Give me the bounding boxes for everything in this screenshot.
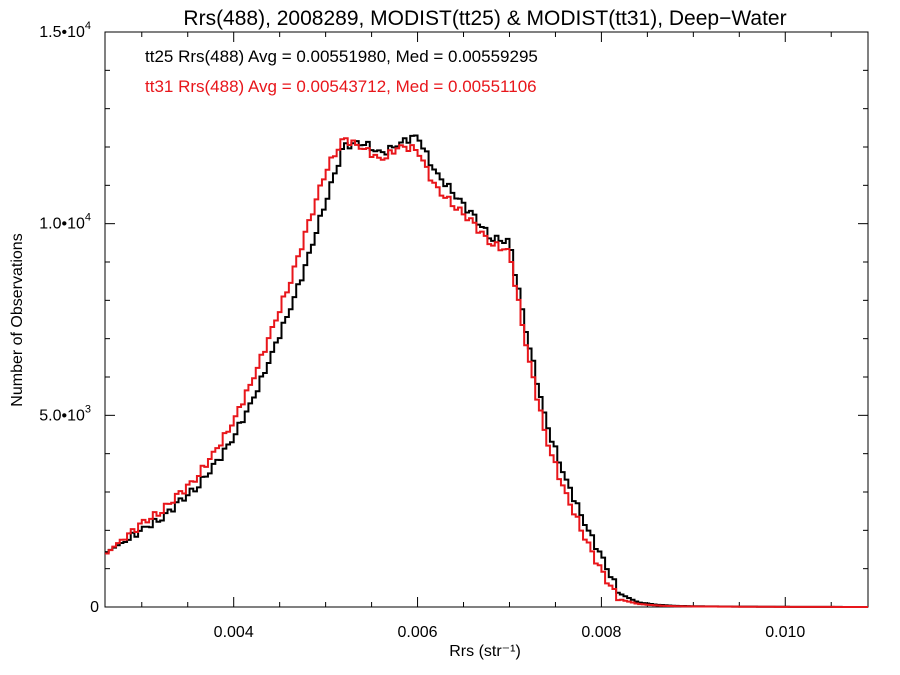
x-tick-label: 0.004 [214,624,254,641]
plot-frame [104,31,869,608]
x-tick-label: 0.006 [398,624,438,641]
plot-border [104,31,869,608]
y-tick-label: 1.5•104 [39,20,91,41]
x-axis-label: Rrs (str⁻¹) [449,643,521,660]
y-tick-label: 1.0•104 [39,212,91,233]
legend: tt25 Rrs(488) Avg = 0.00551980, Med = 0.… [145,47,538,96]
chart-title: Rrs(488), 2008289, MODIST(tt25) & MODIST… [183,7,786,30]
series-line-tt25 [105,134,868,608]
x-tick-label: 0.008 [581,624,621,641]
series-line-tt31 [105,137,868,608]
series-layer [105,134,868,608]
y-tick-label: 5.0•103 [39,403,91,424]
axis-ticks: 0.004 0.006 0.008 0.010 0 5.0•103 1.0•104 1.5•1… [39,20,868,641]
legend-entry-tt31: tt31 Rrs(488) Avg = 0.00543712, Med = 0.… [145,77,537,96]
x-tick-label: 0.010 [765,624,805,641]
legend-entry-tt25: tt25 Rrs(488) Avg = 0.00551980, Med = 0.… [145,47,538,66]
y-tick-label: 0 [90,599,99,616]
y-axis-label: Number of Observations [9,233,26,406]
